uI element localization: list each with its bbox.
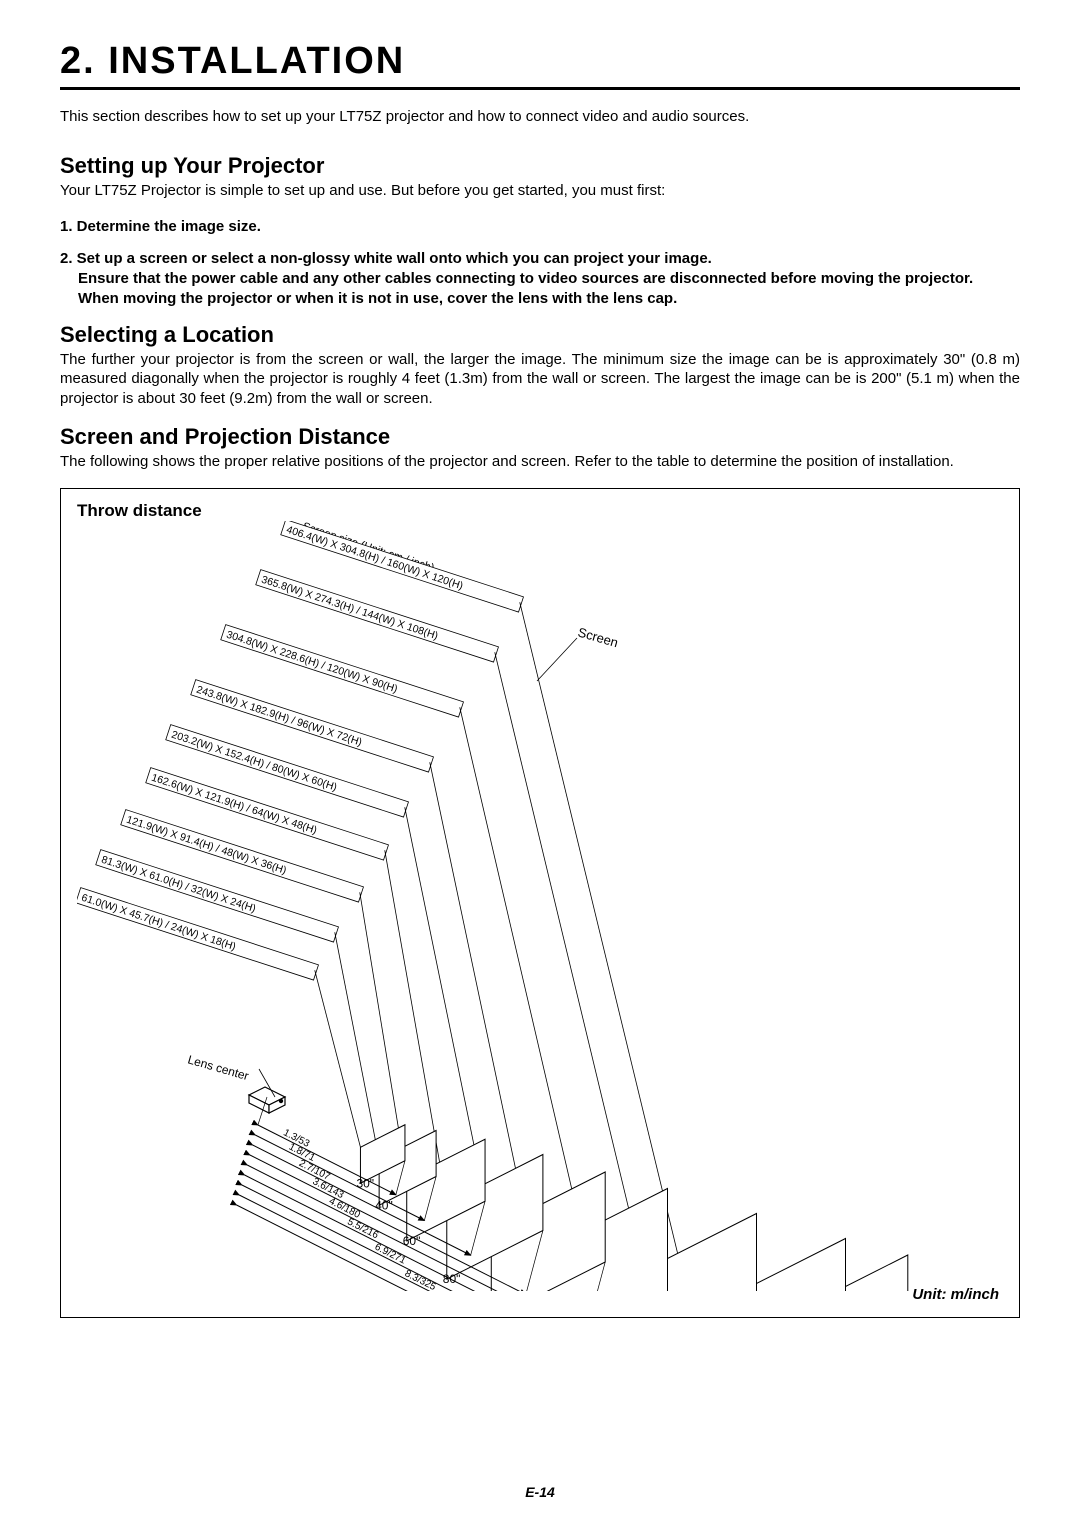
svg-text:8.3/325: 8.3/325: [403, 1268, 438, 1291]
step2-l1: 2. Set up a screen or select a non-gloss…: [60, 250, 712, 267]
projection-body: The following shows the proper relative …: [60, 452, 1020, 472]
page-number: E-14: [0, 1484, 1080, 1500]
svg-text:30": 30": [356, 1176, 374, 1190]
svg-text:365.8(W) X 274.3(H) / 144(W) X: 365.8(W) X 274.3(H) / 144(W) X 108(H): [260, 573, 440, 642]
svg-text:406.4(W) X 304.8(H) / 160(W) X: 406.4(W) X 304.8(H) / 160(W) X 120(H): [285, 523, 465, 592]
location-heading: Selecting a Location: [60, 322, 1020, 348]
step-2: 2. Set up a screen or select a non-gloss…: [60, 249, 1020, 310]
diagram-container: Throw distance Screen size (Unit: cm / i…: [60, 488, 1020, 1318]
step2-l3: When moving the projector or when it is …: [78, 289, 1020, 309]
svg-text:243.8(W) X 182.9(H) / 96(W) X: 243.8(W) X 182.9(H) / 96(W) X 72(H): [195, 683, 364, 748]
throw-distance-label: Throw distance: [77, 501, 1003, 521]
throw-distance-diagram: Screen size (Unit: cm / inch)406.4(W) X …: [77, 521, 997, 1291]
step2-l2: Ensure that the power cable and any othe…: [78, 269, 1020, 289]
svg-text:Lens center: Lens center: [186, 1052, 250, 1083]
step-1: 1. Determine the image size.: [60, 217, 1020, 237]
main-title: 2. INSTALLATION: [60, 40, 1020, 90]
projection-heading: Screen and Projection Distance: [60, 424, 1020, 450]
svg-text:Screen: Screen: [576, 624, 620, 650]
location-body: The further your projector is from the s…: [60, 350, 1020, 409]
intro-text: This section describes how to set up you…: [60, 108, 1020, 125]
svg-text:80": 80": [443, 1272, 461, 1286]
setup-heading: Setting up Your Projector: [60, 153, 1020, 179]
setup-body: Your LT75Z Projector is simple to set up…: [60, 181, 1020, 201]
svg-text:60": 60": [403, 1233, 421, 1247]
unit-label: Unit: m/inch: [912, 1286, 999, 1303]
svg-text:304.8(W) X 228.6(H) / 120(W) X: 304.8(W) X 228.6(H) / 120(W) X 90(H): [225, 628, 399, 695]
